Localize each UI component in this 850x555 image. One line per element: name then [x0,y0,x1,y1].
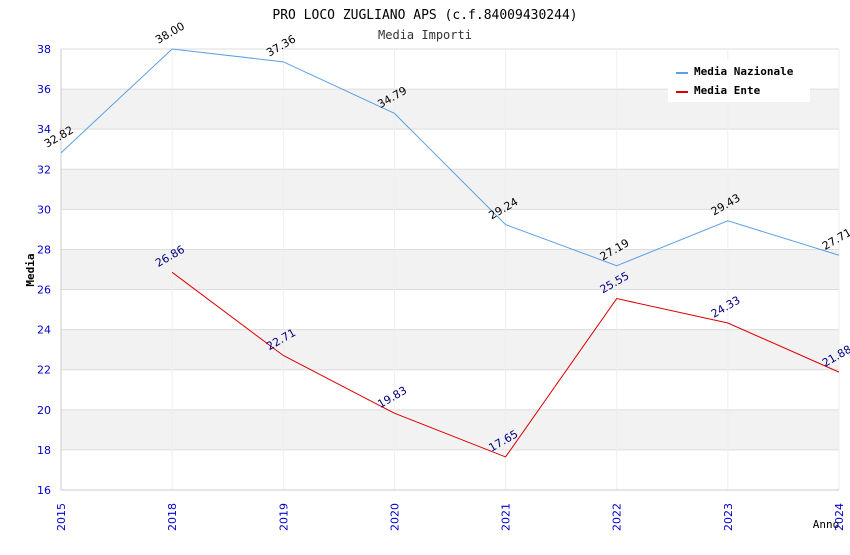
plot-band [61,169,839,210]
series-line-media-nazionale [60,48,840,267]
y-tick-label: 36 [37,83,51,96]
y-tick-label: 24 [37,324,51,337]
x-tick-label: 2023 [722,503,735,531]
series-line-media-ente [171,271,840,458]
y-tick-label: 30 [37,203,51,216]
x-tick-label: 2019 [277,503,290,531]
x-tick-label: 2018 [166,503,179,531]
y-tick-label: 38 [37,43,51,56]
y-tick-label: 26 [37,284,51,297]
x-tick-labels: 2015 2018 2019 2020 2021 2022 2023 2024 [55,503,846,531]
plot-band [61,409,839,450]
chart-subtitle: Media Importi [378,28,472,42]
legend-box [668,60,810,102]
y-tick-label: 22 [37,364,51,377]
series-lines [60,48,840,458]
plot-band [61,329,839,370]
x-tick-label: 2021 [500,503,513,531]
legend-label-nazionale: Media Nazionale [694,65,794,78]
plot-band [61,249,839,290]
y-tick-label: 18 [37,444,51,457]
y-axis-label: Media [24,253,37,286]
legend-label-ente: Media Ente [694,84,761,97]
chart-title: PRO LOCO ZUGLIANO APS (c.f.84009430244) [272,8,577,23]
x-tick-label: 2024 [833,503,846,531]
plot-bands [61,89,839,450]
x-tick-label: 2015 [55,503,68,531]
x-tick-label: 2022 [611,503,624,531]
x-axis-label: Anno [813,518,840,531]
y-tick-label: 20 [37,404,51,417]
legend: Media Nazionale Media Ente [668,60,810,102]
x-tick-label: 2020 [388,503,401,531]
y-tick-label: 28 [37,243,51,256]
y-tick-label: 16 [37,484,51,497]
y-tick-labels: 16 18 20 22 24 26 28 30 32 34 36 38 [37,43,51,497]
y-tick-label: 34 [37,123,51,136]
y-tick-label: 32 [37,163,51,176]
